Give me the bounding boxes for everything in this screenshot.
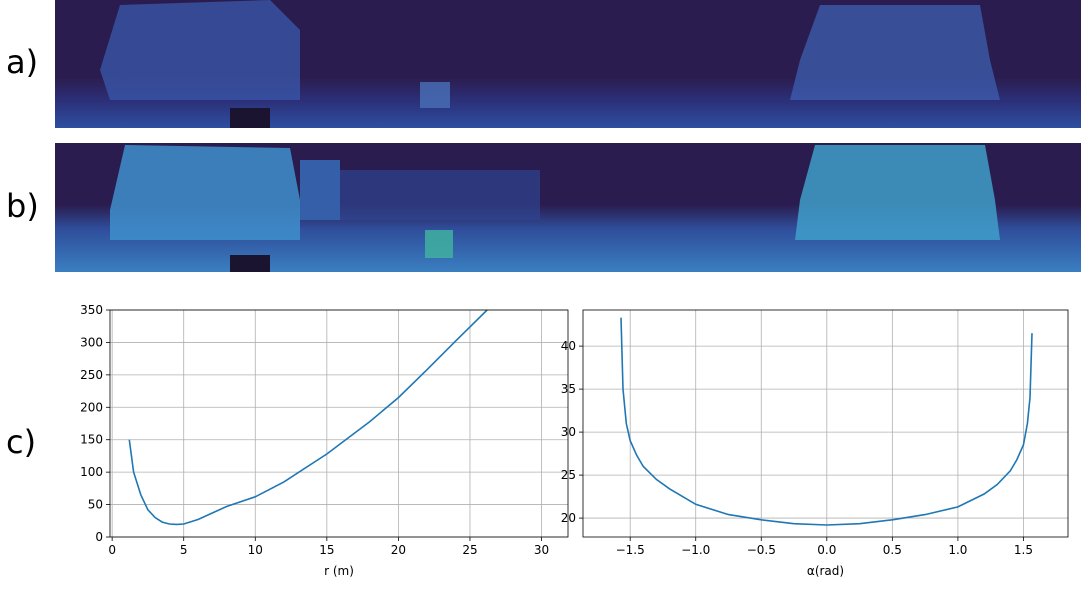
y-tick-label: 150	[80, 433, 103, 447]
range-image-b	[55, 143, 1081, 272]
x-tick-label: −1.5	[616, 543, 645, 557]
x-tick-label: 25	[462, 543, 477, 557]
y-tick-label: 20	[561, 511, 576, 525]
panel-label: b)	[6, 187, 39, 225]
x-tick-label: 0.5	[883, 543, 902, 557]
x-tick-label: 30	[534, 543, 549, 557]
x-tick-label: 10	[248, 543, 263, 557]
plot-frame	[110, 310, 568, 537]
panel-label: c)	[6, 423, 36, 461]
y-tick-label: 35	[561, 382, 576, 396]
x-tick-label: 0.0	[817, 543, 836, 557]
x-tick-label: 5	[180, 543, 188, 557]
y-tick-label: 300	[80, 335, 103, 349]
x-tick-label: −0.5	[747, 543, 776, 557]
y-tick-label: 350	[80, 303, 103, 317]
figure: a) b) c) 0510152025300501001502002503003…	[0, 0, 1081, 590]
plot-frame	[583, 310, 1068, 537]
y-tick-label: 200	[80, 400, 103, 414]
range-image-a	[55, 0, 1081, 128]
y-tick-label: 30	[561, 425, 576, 439]
y-tick-label: 40	[561, 339, 576, 353]
x-tick-label: 1.0	[948, 543, 967, 557]
y-tick-label: 0	[95, 530, 103, 544]
panel-label: a)	[6, 43, 38, 81]
x-tick-label: 15	[319, 543, 334, 557]
x-axis-label: r (m)	[324, 564, 354, 578]
x-axis-label: α(rad)	[807, 564, 844, 578]
x-tick-label: 20	[391, 543, 406, 557]
x-tick-label: 1.5	[1014, 543, 1033, 557]
y-tick-label: 100	[80, 465, 103, 479]
x-tick-label: 0	[108, 543, 116, 557]
y-tick-label: 25	[561, 468, 576, 482]
y-tick-label: 250	[80, 368, 103, 382]
x-tick-label: −1.0	[681, 543, 710, 557]
y-tick-label: 50	[88, 498, 103, 512]
